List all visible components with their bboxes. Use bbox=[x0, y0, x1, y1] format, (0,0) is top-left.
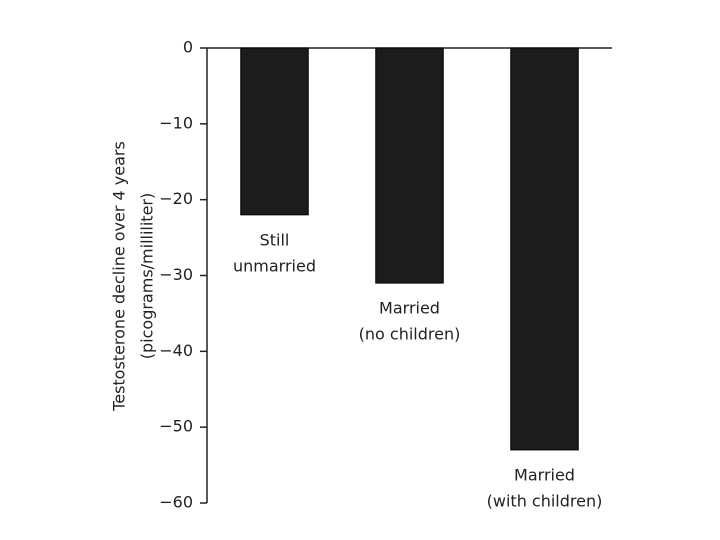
y-tick-label: −20 bbox=[159, 189, 193, 208]
y-axis-label: Testosterone decline over 4 years (picog… bbox=[110, 141, 157, 412]
x-category-label: (with children) bbox=[487, 491, 603, 510]
bar bbox=[510, 47, 579, 451]
x-category-label: Married bbox=[379, 299, 440, 318]
y-tick-label: −30 bbox=[159, 265, 193, 284]
x-category-label: unmarried bbox=[233, 256, 316, 275]
bar bbox=[240, 47, 309, 216]
x-category-label: Married bbox=[514, 465, 575, 484]
x-category-label: Still bbox=[260, 230, 290, 249]
bar bbox=[375, 47, 444, 284]
y-tick-label: −50 bbox=[159, 417, 193, 436]
y-tick-label: −60 bbox=[159, 493, 193, 512]
y-axis-label-line: (picograms/milliliter) bbox=[138, 193, 157, 359]
y-tick-label: −10 bbox=[159, 113, 193, 132]
y-axis-label-line: Testosterone decline over 4 years bbox=[110, 141, 129, 412]
x-category-label: (no children) bbox=[359, 325, 461, 344]
y-tick-label: 0 bbox=[183, 38, 193, 57]
y-tick-label: −40 bbox=[159, 341, 193, 360]
